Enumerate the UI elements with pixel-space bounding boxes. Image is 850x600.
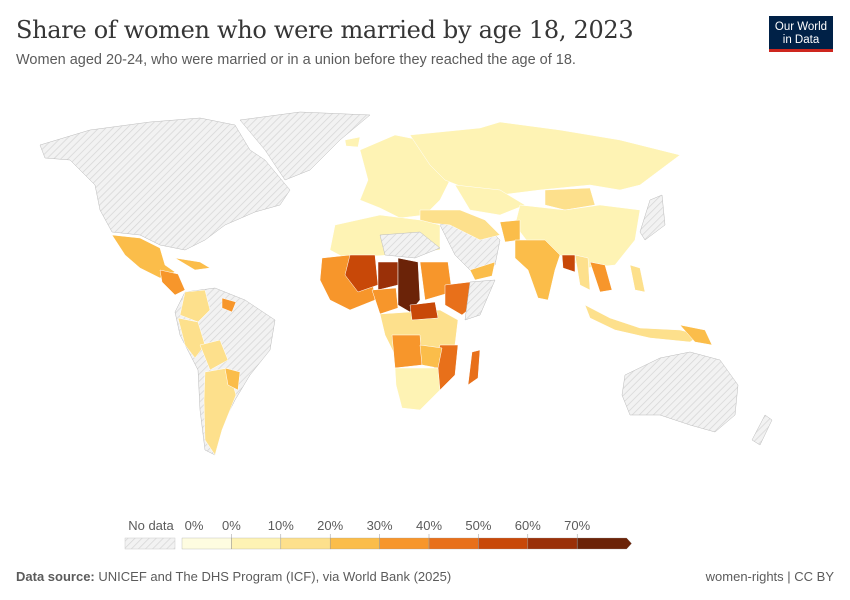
- legend-tick-label: 50%: [465, 518, 491, 533]
- legend-tick-label: 30%: [367, 518, 393, 533]
- region-myanmar[interactable]: [574, 254, 591, 291]
- footer-license[interactable]: women-rights | CC BY: [705, 569, 834, 584]
- region-caribbean[interactable]: [174, 257, 211, 271]
- region-angola[interactable]: [391, 334, 423, 369]
- legend-tick-label: 40%: [416, 518, 442, 533]
- region-central-america[interactable]: [159, 269, 186, 296]
- region-png[interactable]: [679, 324, 713, 346]
- region-mali[interactable]: [344, 254, 379, 293]
- region-philippines[interactable]: [629, 264, 646, 293]
- world-map[interactable]: [0, 100, 850, 505]
- region-australia[interactable]: [621, 351, 739, 433]
- region-russia[interactable]: [409, 121, 681, 196]
- region-north-america[interactable]: [39, 117, 291, 251]
- region-india[interactable]: [514, 239, 561, 301]
- region-japan[interactable]: [639, 194, 666, 241]
- chart-title: Share of women who were married by age 1…: [16, 16, 634, 44]
- logo-line-2: in Data: [782, 34, 820, 46]
- legend-bin: [231, 537, 281, 550]
- region-afghanistan[interactable]: [499, 219, 521, 243]
- color-legend: No data 0% 0% 10% 20% 30% 40% 50% 60% 70%: [124, 518, 632, 550]
- region-madagascar[interactable]: [467, 349, 481, 386]
- legend-tick-label: 0%: [222, 518, 241, 533]
- region-car[interactable]: [409, 301, 439, 321]
- region-niger[interactable]: [377, 261, 399, 291]
- legend-tick-label: 60%: [515, 518, 541, 533]
- region-greenland[interactable]: [239, 111, 371, 181]
- legend-tick-label: 0%: [185, 518, 204, 533]
- region-indonesia[interactable]: [584, 304, 701, 343]
- legend-bin: [181, 537, 232, 550]
- region-iceland[interactable]: [344, 136, 361, 148]
- region-zambia[interactable]: [419, 344, 443, 369]
- owid-logo[interactable]: Our World in Data: [769, 16, 833, 52]
- legend-no-data-label: No data: [128, 518, 174, 533]
- region-bangladesh[interactable]: [561, 254, 576, 273]
- region-paraguay[interactable]: [224, 367, 241, 391]
- logo-line-1: Our World: [774, 21, 828, 33]
- region-yemen[interactable]: [469, 261, 496, 281]
- region-sahara[interactable]: [379, 231, 441, 259]
- legend-no-data-swatch: [124, 537, 176, 550]
- region-southern-africa[interactable]: [394, 367, 441, 411]
- chart-subtitle: Women aged 20-24, who were married or in…: [16, 52, 576, 68]
- legend-tick-label: 10%: [268, 518, 294, 533]
- region-nigeria[interactable]: [371, 287, 399, 315]
- region-peru[interactable]: [177, 317, 206, 359]
- legend-bin: [577, 537, 632, 550]
- source-text: UNICEF and The DHS Program (ICF), via Wo…: [98, 569, 452, 584]
- legend-tick-label: 70%: [564, 518, 590, 533]
- region-kazakhstan[interactable]: [454, 184, 526, 216]
- region-new-zealand[interactable]: [751, 414, 773, 446]
- region-china[interactable]: [514, 204, 641, 269]
- region-guyana[interactable]: [221, 297, 237, 313]
- legend-bin: [280, 537, 331, 550]
- legend-tick-label: 20%: [317, 518, 343, 533]
- legend-bin: [428, 537, 479, 550]
- region-laos-vietnam[interactable]: [589, 261, 613, 293]
- source-label: Data source:: [16, 569, 95, 584]
- legend-bin: [478, 537, 528, 550]
- region-chad[interactable]: [397, 257, 421, 313]
- footer-source: Data source: UNICEF and The DHS Program …: [16, 569, 451, 584]
- legend-bin: [527, 537, 578, 550]
- region-colombia[interactable]: [179, 289, 211, 323]
- region-somalia[interactable]: [464, 279, 496, 321]
- region-mongolia[interactable]: [544, 187, 596, 211]
- legend-bin: [330, 537, 380, 550]
- region-bolivia[interactable]: [199, 339, 229, 371]
- region-mexico[interactable]: [111, 234, 176, 279]
- legend-bin: [379, 537, 430, 550]
